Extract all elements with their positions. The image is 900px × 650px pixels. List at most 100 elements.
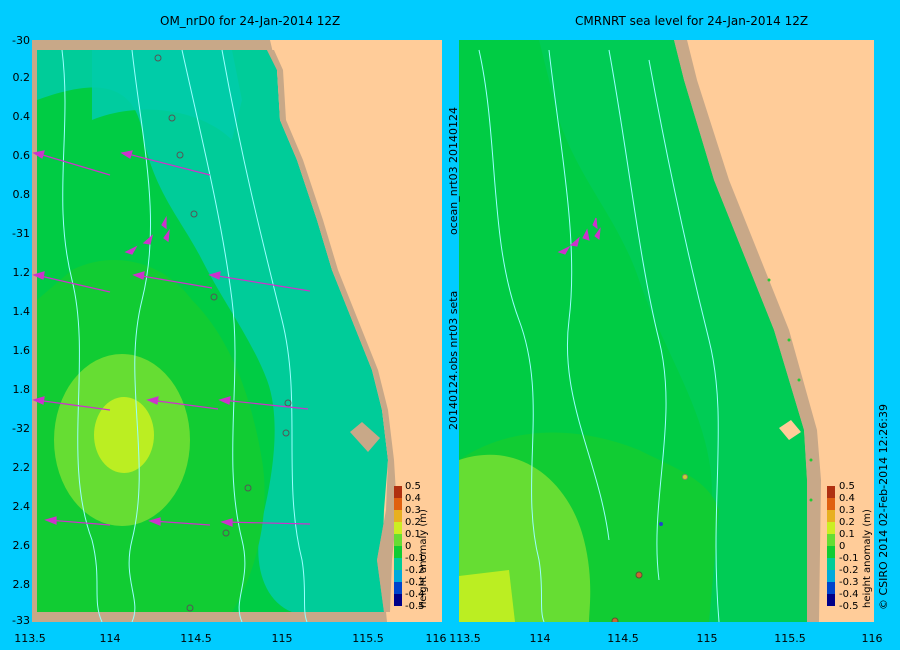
- current-arrow: [135, 274, 213, 289]
- arrowhead: [208, 271, 221, 280]
- eddy-core: [94, 397, 154, 473]
- lon-tick: 114: [99, 632, 121, 645]
- arrowhead: [146, 396, 159, 405]
- colorbar-tick: -0.4: [839, 589, 859, 600]
- colorbar-swatch: [827, 594, 835, 606]
- obs-marker: [809, 498, 813, 502]
- lat-tick: 2.8: [12, 578, 31, 591]
- obs-marker: [210, 293, 218, 301]
- lon-tick: 114.5: [607, 632, 639, 645]
- lon-tick: 116: [425, 632, 447, 645]
- lon-tick: 116: [861, 632, 883, 645]
- coast-shelf: [267, 50, 397, 612]
- colorbar-swatch: [827, 546, 835, 558]
- colorbar-tick: 0.4: [839, 493, 855, 504]
- arrowhead: [161, 215, 167, 230]
- arrowhead: [32, 150, 45, 159]
- lon-tick: 115: [696, 632, 718, 645]
- contour-line: [478, 49, 545, 622]
- colorbar-swatch: [394, 534, 402, 546]
- arrowhead: [44, 516, 57, 525]
- right-map-panel: [459, 40, 874, 622]
- colorbar-swatch: [394, 522, 402, 534]
- lat-tick: 1.6: [12, 344, 31, 357]
- lat-tick: 2.4: [12, 500, 31, 513]
- colorbar-swatch: [394, 570, 402, 582]
- colorbar-swatch: [827, 510, 835, 522]
- lat-tick: 0.4: [12, 110, 31, 123]
- lon-tick: 115.5: [352, 632, 384, 645]
- colorbar-tick: -0.2: [405, 565, 425, 576]
- island: [350, 422, 380, 452]
- current-arrow: [35, 152, 111, 176]
- colorbar-tick: 0.3: [839, 505, 855, 516]
- colorbar-tick: 0: [839, 541, 846, 552]
- colorbar-tick: 0: [405, 541, 412, 552]
- colorbar-tick: -0.4: [405, 589, 425, 600]
- current-arrow: [47, 519, 111, 526]
- lon-tick: 114: [529, 632, 551, 645]
- left-map-title: OM_nrD0 for 24-Jan-2014 12Z: [160, 14, 341, 28]
- lat-tick: 2.6: [12, 539, 31, 552]
- colorbar-swatch: [827, 582, 835, 594]
- contour-line: [128, 49, 152, 622]
- contour-line: [181, 49, 246, 622]
- colorbar-tick: 0.3: [405, 505, 421, 516]
- colorbar-swatch: [827, 558, 835, 570]
- contour-line: [608, 49, 667, 581]
- obs-id-label: 20140124.obs nrt03 seta: [447, 290, 460, 430]
- lat-tick: 0.6: [12, 149, 31, 162]
- left-map-panel: [32, 40, 442, 622]
- lat-tick: 0.2: [12, 71, 31, 84]
- colorbar-tick: 0.2: [839, 517, 855, 528]
- current-vectors: [557, 217, 601, 255]
- obs-marker: [659, 522, 663, 526]
- colorbar-swatch: [394, 498, 402, 510]
- colorbar-tick: -0.5: [839, 601, 859, 612]
- lat-tick: 2.2: [12, 461, 31, 474]
- arrowhead: [32, 396, 45, 405]
- lon-tick: 114.5: [180, 632, 212, 645]
- obs-marker: [809, 458, 813, 462]
- obs-marker: [186, 604, 194, 612]
- land-area: [270, 40, 442, 622]
- contour-line: [221, 49, 308, 622]
- arrowhead: [220, 518, 233, 527]
- lat-tick: -33: [12, 614, 30, 627]
- arrowhead: [124, 245, 138, 255]
- colorbar-axis-label: height anomaly (m): [862, 509, 873, 608]
- obs-marker: [168, 114, 176, 122]
- current-arrow: [151, 520, 211, 526]
- obs-marker: [154, 54, 162, 62]
- obs-marker: [190, 210, 198, 218]
- lon-tick: 113.5: [449, 632, 481, 645]
- current-vectors: [32, 150, 311, 527]
- obs-marker: [611, 617, 619, 622]
- colorbar-tick: -0.3: [839, 577, 859, 588]
- obs-marker: [635, 571, 643, 579]
- current-arrow: [149, 399, 219, 410]
- obs-marker: [282, 429, 290, 437]
- lon-tick: 115.5: [774, 632, 806, 645]
- colorbar-swatch: [394, 594, 402, 606]
- obs-marker: [797, 378, 801, 382]
- current-arrow: [221, 399, 309, 410]
- lat-tick: -32: [12, 422, 30, 435]
- right-map-title: CMRNRT sea level for 24-Jan-2014 12Z: [575, 14, 809, 28]
- lat-tick: 1.4: [12, 305, 31, 318]
- colorbar-swatch: [827, 486, 835, 498]
- arrowhead: [142, 234, 154, 245]
- arrowhead: [592, 217, 598, 230]
- current-arrow: [211, 274, 311, 292]
- colorbar-right: [827, 486, 835, 606]
- obs-marker: [176, 151, 184, 159]
- obs-marker: [682, 474, 688, 480]
- lat-tick: 1.8: [12, 383, 31, 396]
- colorbar-swatch: [394, 558, 402, 570]
- lat-tick: 1.2: [12, 266, 31, 279]
- colorbar-swatch: [394, 510, 402, 522]
- contour-line: [648, 59, 720, 622]
- ocean-area-east: [539, 40, 807, 622]
- arrowhead: [148, 517, 161, 526]
- run-id-label: ocean_nrt03 20140124: [447, 106, 460, 235]
